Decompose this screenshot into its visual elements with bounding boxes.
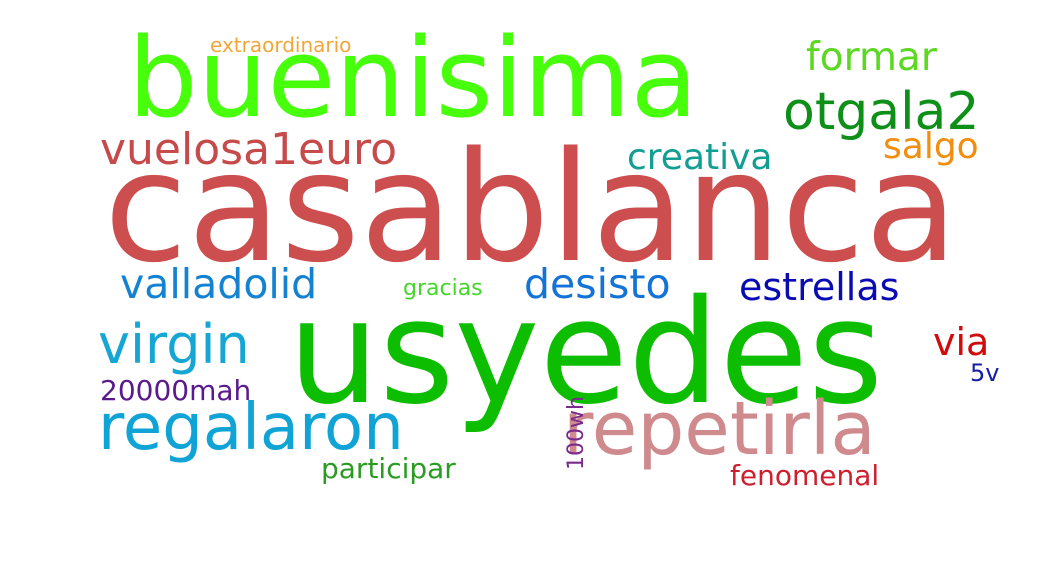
word-buenisima: buenisima: [128, 14, 698, 142]
word-repetirla: repetirla: [563, 386, 876, 472]
word-formar: formar: [806, 35, 937, 80]
word-virgin: virgin: [98, 313, 250, 376]
word-100wh: 100wh: [564, 396, 589, 470]
word-valladolid: valladolid: [120, 260, 318, 308]
word-via: via: [933, 320, 990, 364]
word-participar: participar: [321, 452, 456, 485]
word-5v: 5v: [970, 359, 1000, 387]
word-otgala2: otgala2: [783, 82, 980, 142]
word-usyedes: usyedes: [288, 268, 884, 436]
word-estrellas: estrellas: [739, 265, 900, 309]
word-20000mah: 20000mah: [100, 374, 252, 407]
word-vuelosa1euro: vuelosa1euro: [100, 124, 398, 175]
word-extraordinario: extraordinario: [210, 33, 352, 57]
word-desisto: desisto: [524, 260, 671, 308]
word-salgo: salgo: [883, 126, 979, 167]
word-regalaron: regalaron: [98, 391, 404, 465]
word-creativa: creativa: [627, 137, 773, 178]
word-casablanca: casablanca: [104, 119, 958, 296]
word-fenomenal: fenomenal: [730, 459, 880, 492]
word-gracias: gracias: [403, 276, 483, 301]
